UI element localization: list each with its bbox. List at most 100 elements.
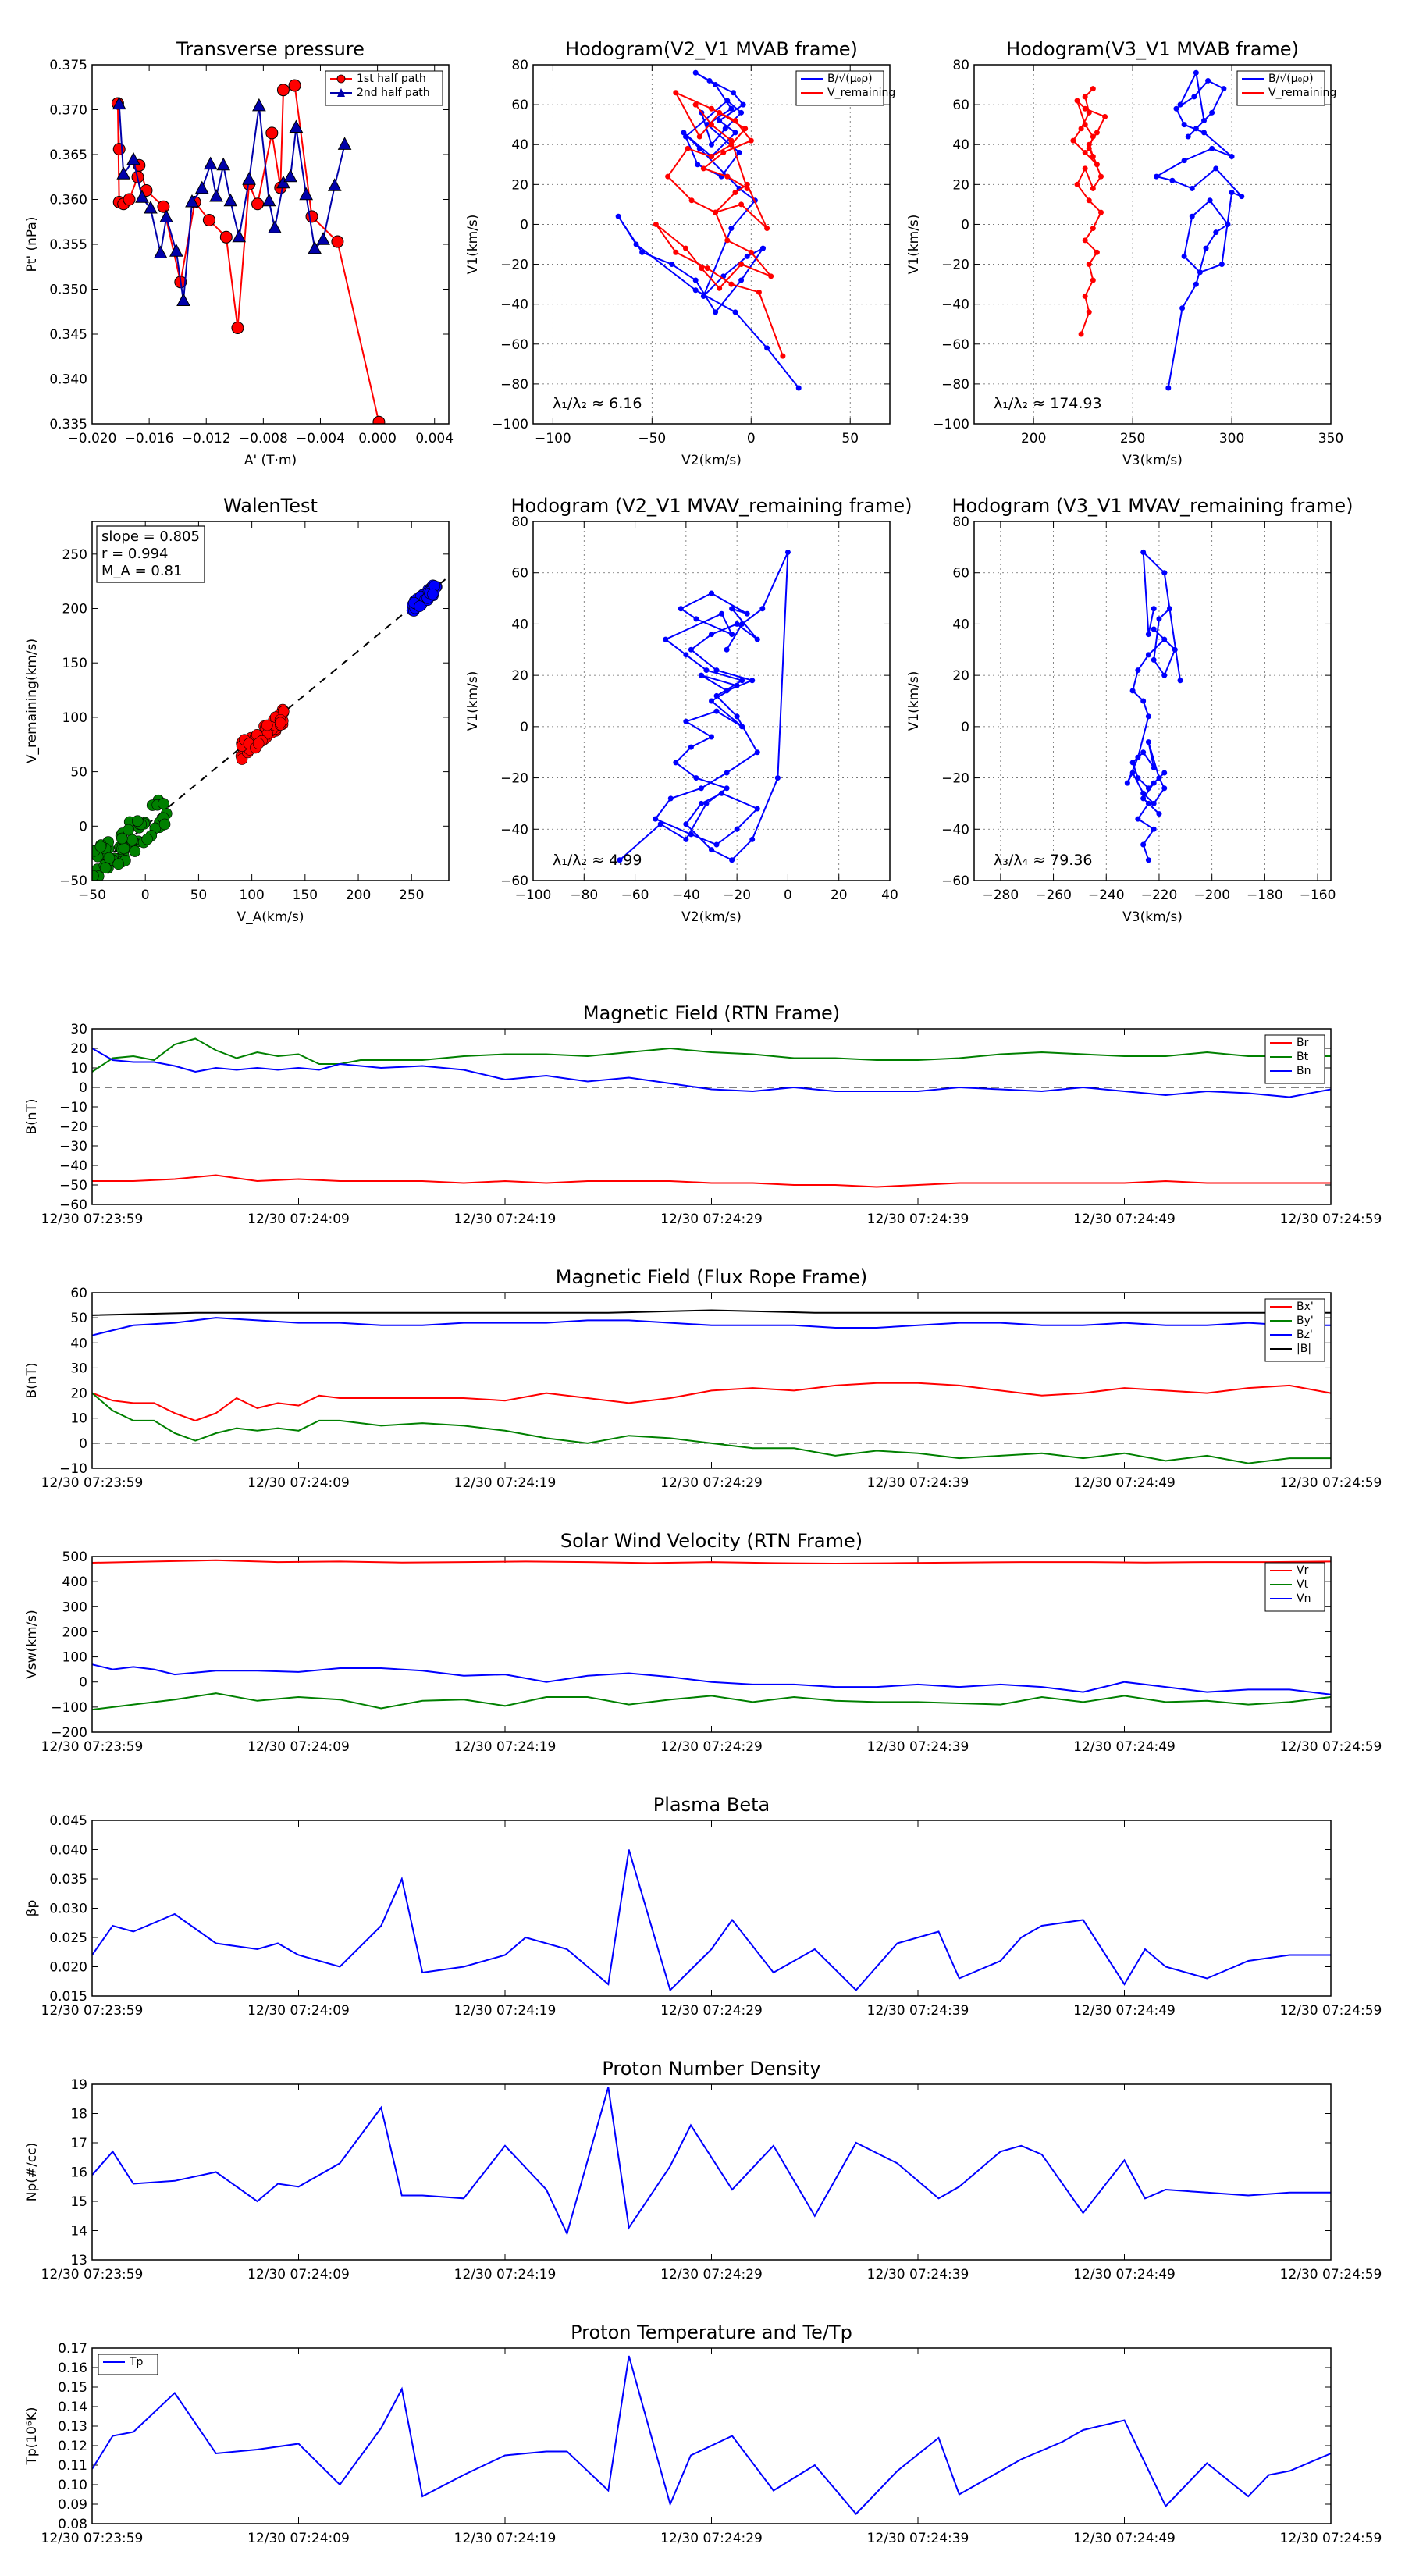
- x-tick-label: −50: [638, 431, 666, 447]
- y-tick-label: −20: [500, 771, 528, 787]
- eigen-ratio-annotation: λ₁/λ₂ ≈ 6.16: [553, 395, 642, 412]
- data-point: [724, 646, 730, 653]
- data-point: [683, 836, 689, 842]
- data-point: [764, 226, 770, 232]
- y-tick-label: 13: [70, 2253, 87, 2268]
- x-tick-label: 12/30 07:24:49: [1073, 2003, 1176, 2019]
- data-point: [709, 632, 714, 638]
- series-line: [92, 1692, 1331, 1711]
- data-point: [1135, 816, 1141, 822]
- data-point: [696, 145, 702, 151]
- legend-label: 2nd half path: [357, 87, 430, 99]
- y-tick-label: 0.08: [58, 2517, 87, 2532]
- data-point: [289, 119, 304, 133]
- x-tick-label: 100: [239, 888, 264, 903]
- data-point: [760, 245, 767, 251]
- y-tick-label: 60: [511, 98, 528, 113]
- data-point: [123, 193, 136, 206]
- data-point: [724, 173, 731, 180]
- x-tick-label: 12/30 07:24:59: [1280, 2531, 1382, 2546]
- data-point: [1225, 221, 1231, 227]
- data-point: [1181, 253, 1187, 259]
- y-tick-label: 0.350: [49, 283, 87, 298]
- magnetic-field-rtn: Magnetic Field (RTN Frame) −60 −50 −40 −30 −2…: [24, 1002, 1382, 1227]
- data-point: [159, 209, 173, 222]
- data-point: [703, 800, 710, 806]
- axes-frame: [91, 2347, 1332, 2524]
- data-point: [1172, 646, 1178, 653]
- data-point: [275, 717, 286, 729]
- data-point: [749, 678, 756, 684]
- data-point: [709, 847, 714, 853]
- data-point: [1145, 785, 1151, 792]
- data-point: [667, 795, 674, 802]
- series-line: [92, 1382, 1331, 1421]
- data-point: [1145, 652, 1151, 658]
- data-point: [759, 606, 766, 612]
- y-tick-label: 0: [79, 819, 87, 834]
- y-tick-label: 50: [70, 1311, 87, 1326]
- series-line: [92, 1317, 1331, 1336]
- data-point: [123, 824, 134, 836]
- data-point: [734, 713, 740, 720]
- plot-area: [1124, 549, 1183, 863]
- data-point: [709, 105, 714, 112]
- axes-frame: [91, 1292, 1332, 1469]
- data-point: [92, 870, 99, 881]
- y-tick-label: 0.365: [49, 148, 87, 163]
- y-tick-label: 0: [79, 1675, 87, 1691]
- x-tick-label: −50: [78, 888, 106, 903]
- data-point: [1151, 826, 1157, 832]
- x-tick-label: −260: [1035, 888, 1072, 903]
- data-point: [700, 165, 706, 172]
- x-axis-label: V2(km/s): [681, 453, 742, 468]
- data-point: [308, 240, 322, 254]
- x-tick-label: 12/30 07:24:19: [454, 2531, 557, 2546]
- plot-area: [92, 1037, 1331, 1188]
- legend-label: V_remaining: [827, 87, 895, 99]
- eigen-ratio-annotation: λ₁/λ₂ ≈ 4.99: [553, 852, 642, 869]
- x-axis-label: V3(km/s): [1122, 909, 1183, 925]
- data-point: [749, 836, 756, 842]
- data-point: [738, 262, 745, 268]
- data-point: [1140, 749, 1147, 756]
- data-point: [129, 845, 141, 857]
- y-tick-label: −100: [51, 1700, 87, 1716]
- data-point: [1193, 281, 1199, 287]
- data-point: [337, 137, 352, 150]
- data-point: [748, 249, 754, 255]
- y-tick-label: 0.335: [49, 417, 87, 432]
- legend-label: Bn: [1297, 1065, 1311, 1077]
- data-point: [665, 173, 671, 180]
- x-axis-label: V_A(km/s): [237, 909, 304, 925]
- x-tick-label: −0.012: [182, 431, 231, 447]
- data-point: [724, 785, 730, 792]
- y-tick-label: 0.10: [58, 2478, 87, 2493]
- data-point: [754, 806, 760, 812]
- data-point: [692, 287, 699, 294]
- data-point: [688, 744, 694, 750]
- x-tick-label: 12/30 07:24:39: [867, 2267, 969, 2282]
- data-point: [1161, 570, 1168, 576]
- x-tick-label: 12/30 07:24:59: [1280, 1212, 1382, 1227]
- data-point: [1181, 158, 1187, 164]
- data-point: [116, 832, 128, 845]
- y-tick-label: 60: [952, 98, 969, 113]
- x-tick-label: 12/30 07:24:09: [247, 1475, 350, 1491]
- data-point: [219, 230, 233, 244]
- data-point: [1082, 165, 1088, 172]
- data-point: [232, 229, 247, 243]
- data-point: [157, 200, 170, 213]
- data-point: [1078, 126, 1084, 132]
- x-tick-label: −100: [515, 888, 552, 903]
- series-line: [92, 1048, 1331, 1098]
- y-tick-label: 0.025: [49, 1930, 87, 1946]
- data-point: [1151, 800, 1157, 806]
- plot-area: [615, 69, 802, 391]
- data-point: [1179, 305, 1186, 311]
- x-tick-label: 150: [293, 888, 318, 903]
- data-point: [1090, 154, 1096, 160]
- data-point: [688, 831, 694, 838]
- x-tick-label: 12/30 07:24:49: [1073, 1475, 1176, 1491]
- stats-box: [96, 525, 205, 583]
